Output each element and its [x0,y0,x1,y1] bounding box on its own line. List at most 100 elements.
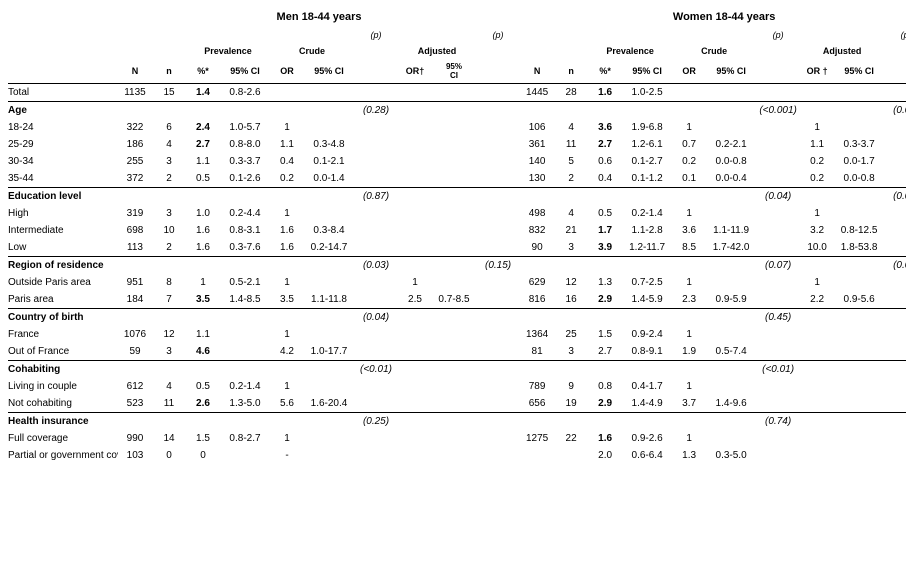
cell [884,119,906,136]
cell [554,188,588,206]
cell: 2.4 [186,119,220,136]
cell [152,257,186,275]
cell: (0.03) [354,257,398,275]
cell: 1.9-6.8 [622,119,672,136]
cell [220,326,270,343]
data-row: Outside Paris area951810.5-2.111629121.3… [8,274,906,291]
cell: 0.0-1.4 [304,170,354,188]
cell: 2.7 [588,343,622,361]
cell [304,102,354,120]
crude-header: Crude [270,43,354,59]
cell [432,84,476,102]
cell [834,378,884,395]
col-or: OR [672,59,706,84]
cell [800,84,834,102]
cell: 1 [800,205,834,222]
row-label: Country of birth [8,309,118,327]
cell: 3.2 [800,222,834,239]
cell [672,361,706,379]
cell [432,136,476,153]
cell [220,188,270,206]
cell [800,188,834,206]
cell: 1.1 [186,326,220,343]
prevalence-header: Prevalence [186,43,270,59]
cell: 90 [520,239,554,257]
cell [672,102,706,120]
cell: 0.2 [672,153,706,170]
cell: 4.6 [186,343,220,361]
cell [304,205,354,222]
cell [432,222,476,239]
cell [756,222,800,239]
cell: 14 [152,430,186,447]
cell [884,170,906,188]
cell [884,395,906,413]
cell [186,361,220,379]
cell [520,102,554,120]
cell: 22 [554,430,588,447]
cell [476,119,520,136]
cell [186,102,220,120]
cell: 3 [152,153,186,170]
cell [398,361,432,379]
cell [398,84,432,102]
cell: (0.15) [476,257,520,275]
cell [756,205,800,222]
cell: 1 [270,326,304,343]
cell [270,84,304,102]
cell [432,102,476,120]
cell: 1.4-9.6 [706,395,756,413]
cell [152,361,186,379]
cell [706,188,756,206]
cell [354,119,398,136]
cell: 0.8-12.5 [834,222,884,239]
cell [220,343,270,361]
cell [432,119,476,136]
col-ci: 95% CI [220,59,270,84]
cell: 1135 [118,84,152,102]
cell: 1 [800,119,834,136]
cell [706,326,756,343]
section-row: Country of birth(0.04)(0.45) [8,309,906,327]
cell [398,239,432,257]
cell [186,309,220,327]
cell [622,257,672,275]
cell [884,222,906,239]
cell [476,205,520,222]
cell: 0.9-2.6 [622,430,672,447]
cell [884,84,906,102]
cell [588,413,622,431]
cell [520,413,554,431]
cell [432,274,476,291]
cell: 2.7 [588,136,622,153]
cell: (0.07) [756,257,800,275]
cell: 1 [672,205,706,222]
cell [476,413,520,431]
cell [672,84,706,102]
cell [834,274,884,291]
cell [706,413,756,431]
cell [834,205,884,222]
cell: 1364 [520,326,554,343]
cell: 0.2 [270,170,304,188]
cell [354,378,398,395]
cell: 372 [118,170,152,188]
cell: 1 [270,119,304,136]
data-row: France1076121.111364251.50.9-2.41 [8,326,906,343]
p-header: (p) [476,27,520,43]
cell [270,309,304,327]
cell [354,239,398,257]
cell [398,205,432,222]
section-row: Health insurance(0.25)(0.74) [8,413,906,431]
col-or-adj: OR † [800,59,834,84]
cell: 1.8-53.8 [834,239,884,257]
cell [432,395,476,413]
cell: (0.25) [354,413,398,431]
cell [756,136,800,153]
cell [834,188,884,206]
section-row: Cohabiting(<0.01)(<0.01) [8,361,906,379]
cell [884,205,906,222]
cell [476,309,520,327]
cell [554,413,588,431]
cell: 0.2-14.7 [304,239,354,257]
